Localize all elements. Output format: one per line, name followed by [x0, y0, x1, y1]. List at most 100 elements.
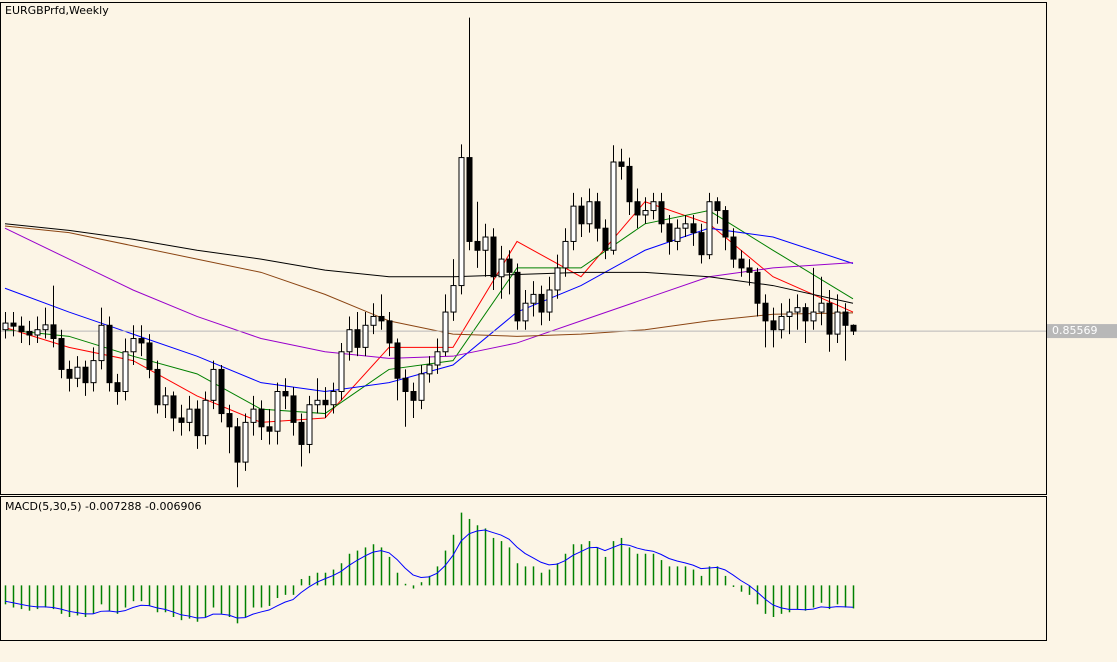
candle-body — [50, 324, 57, 340]
candle-body — [506, 258, 513, 273]
candle-body — [650, 201, 657, 212]
candle-body — [18, 325, 25, 332]
candle-body — [82, 366, 89, 384]
candle-body — [306, 404, 313, 445]
moving-average — [4, 225, 854, 337]
candle-body — [450, 285, 457, 313]
candle-body — [138, 338, 145, 344]
candle-body — [178, 417, 185, 423]
candle-body — [154, 368, 161, 406]
candle-body — [2, 322, 9, 331]
candle-body — [10, 322, 17, 327]
candle-body — [826, 302, 833, 335]
candle-body — [170, 395, 177, 419]
candle-body — [458, 157, 465, 287]
candle-body — [242, 421, 249, 463]
candle-body — [194, 408, 201, 437]
candle-body — [602, 227, 609, 251]
candle-body — [322, 399, 329, 406]
candle-body — [810, 311, 817, 322]
candle-body — [298, 421, 305, 445]
moving-average — [4, 227, 854, 359]
candle-body — [762, 302, 769, 322]
candle-body — [682, 223, 689, 229]
candle-body — [394, 342, 401, 379]
candle-body — [162, 395, 169, 406]
candle-body — [538, 293, 545, 313]
candle-body — [730, 236, 737, 260]
candle-body — [42, 324, 49, 331]
candle-body — [850, 324, 857, 332]
candle-body — [802, 307, 809, 322]
candle-body — [522, 302, 529, 322]
candle-body — [314, 399, 321, 406]
candle-body — [530, 293, 537, 304]
candle-body — [26, 330, 33, 336]
candle-body — [626, 165, 633, 203]
candle-body — [402, 377, 409, 392]
candle-body — [370, 315, 377, 326]
candle-body — [594, 201, 601, 229]
candle-body — [770, 320, 777, 331]
candle-body — [690, 223, 697, 234]
candle-body — [426, 364, 433, 375]
candle-body — [66, 368, 73, 379]
candle-body — [58, 338, 65, 370]
candle-body — [586, 201, 593, 225]
candle-body — [146, 342, 153, 370]
candle-body — [266, 426, 273, 432]
candle-body — [674, 227, 681, 242]
candle-body — [378, 315, 385, 322]
candle-body — [186, 408, 193, 423]
candle-body — [570, 205, 577, 242]
candle-body — [842, 311, 849, 326]
candle-body — [666, 223, 673, 242]
candle-body — [642, 210, 649, 216]
labels: EURGBPrfd,Weekly MACD(5,30,5) -0.007288 … — [5, 4, 1117, 513]
candle-body — [658, 201, 665, 225]
candle-body — [714, 201, 721, 212]
candle-body — [490, 236, 497, 278]
candle-body — [250, 408, 257, 423]
moving-average — [4, 223, 854, 304]
candle-body — [794, 307, 801, 313]
candle-body — [706, 201, 713, 256]
macd-panel-frame — [0, 496, 1047, 641]
candle-body — [514, 271, 521, 322]
candle-body — [786, 311, 793, 317]
main-panel-frame — [0, 2, 1047, 495]
candle-body — [386, 320, 393, 344]
candle-body — [290, 395, 297, 423]
candle-body — [234, 426, 241, 463]
candle-body — [754, 271, 761, 304]
candle-body — [338, 351, 345, 392]
candle-body — [34, 329, 41, 336]
macd-signal — [4, 529, 854, 619]
candle-body — [618, 161, 625, 167]
candle-body — [210, 368, 217, 401]
candle-body — [122, 351, 129, 392]
candle-body — [114, 382, 121, 392]
candle-body — [274, 390, 281, 432]
candle-body — [330, 390, 337, 406]
candle-body — [74, 366, 81, 379]
candle-body — [418, 373, 425, 401]
candle-body — [434, 351, 441, 366]
candle-body — [258, 408, 265, 428]
candle-body — [610, 161, 617, 251]
candle-body — [362, 324, 369, 348]
candle-body — [474, 240, 481, 251]
candle-body — [410, 390, 417, 401]
candle-body — [282, 390, 289, 397]
moving-average — [4, 210, 854, 415]
candle-body — [554, 267, 561, 291]
candle-body — [90, 360, 97, 384]
candle-body — [498, 258, 505, 278]
candle-body — [698, 232, 705, 256]
candle-body — [746, 267, 753, 273]
candle-body — [818, 302, 825, 313]
last-price-box — [1047, 324, 1117, 339]
last-price-label: 0.85569 — [1052, 324, 1098, 337]
candle-body — [346, 329, 353, 353]
